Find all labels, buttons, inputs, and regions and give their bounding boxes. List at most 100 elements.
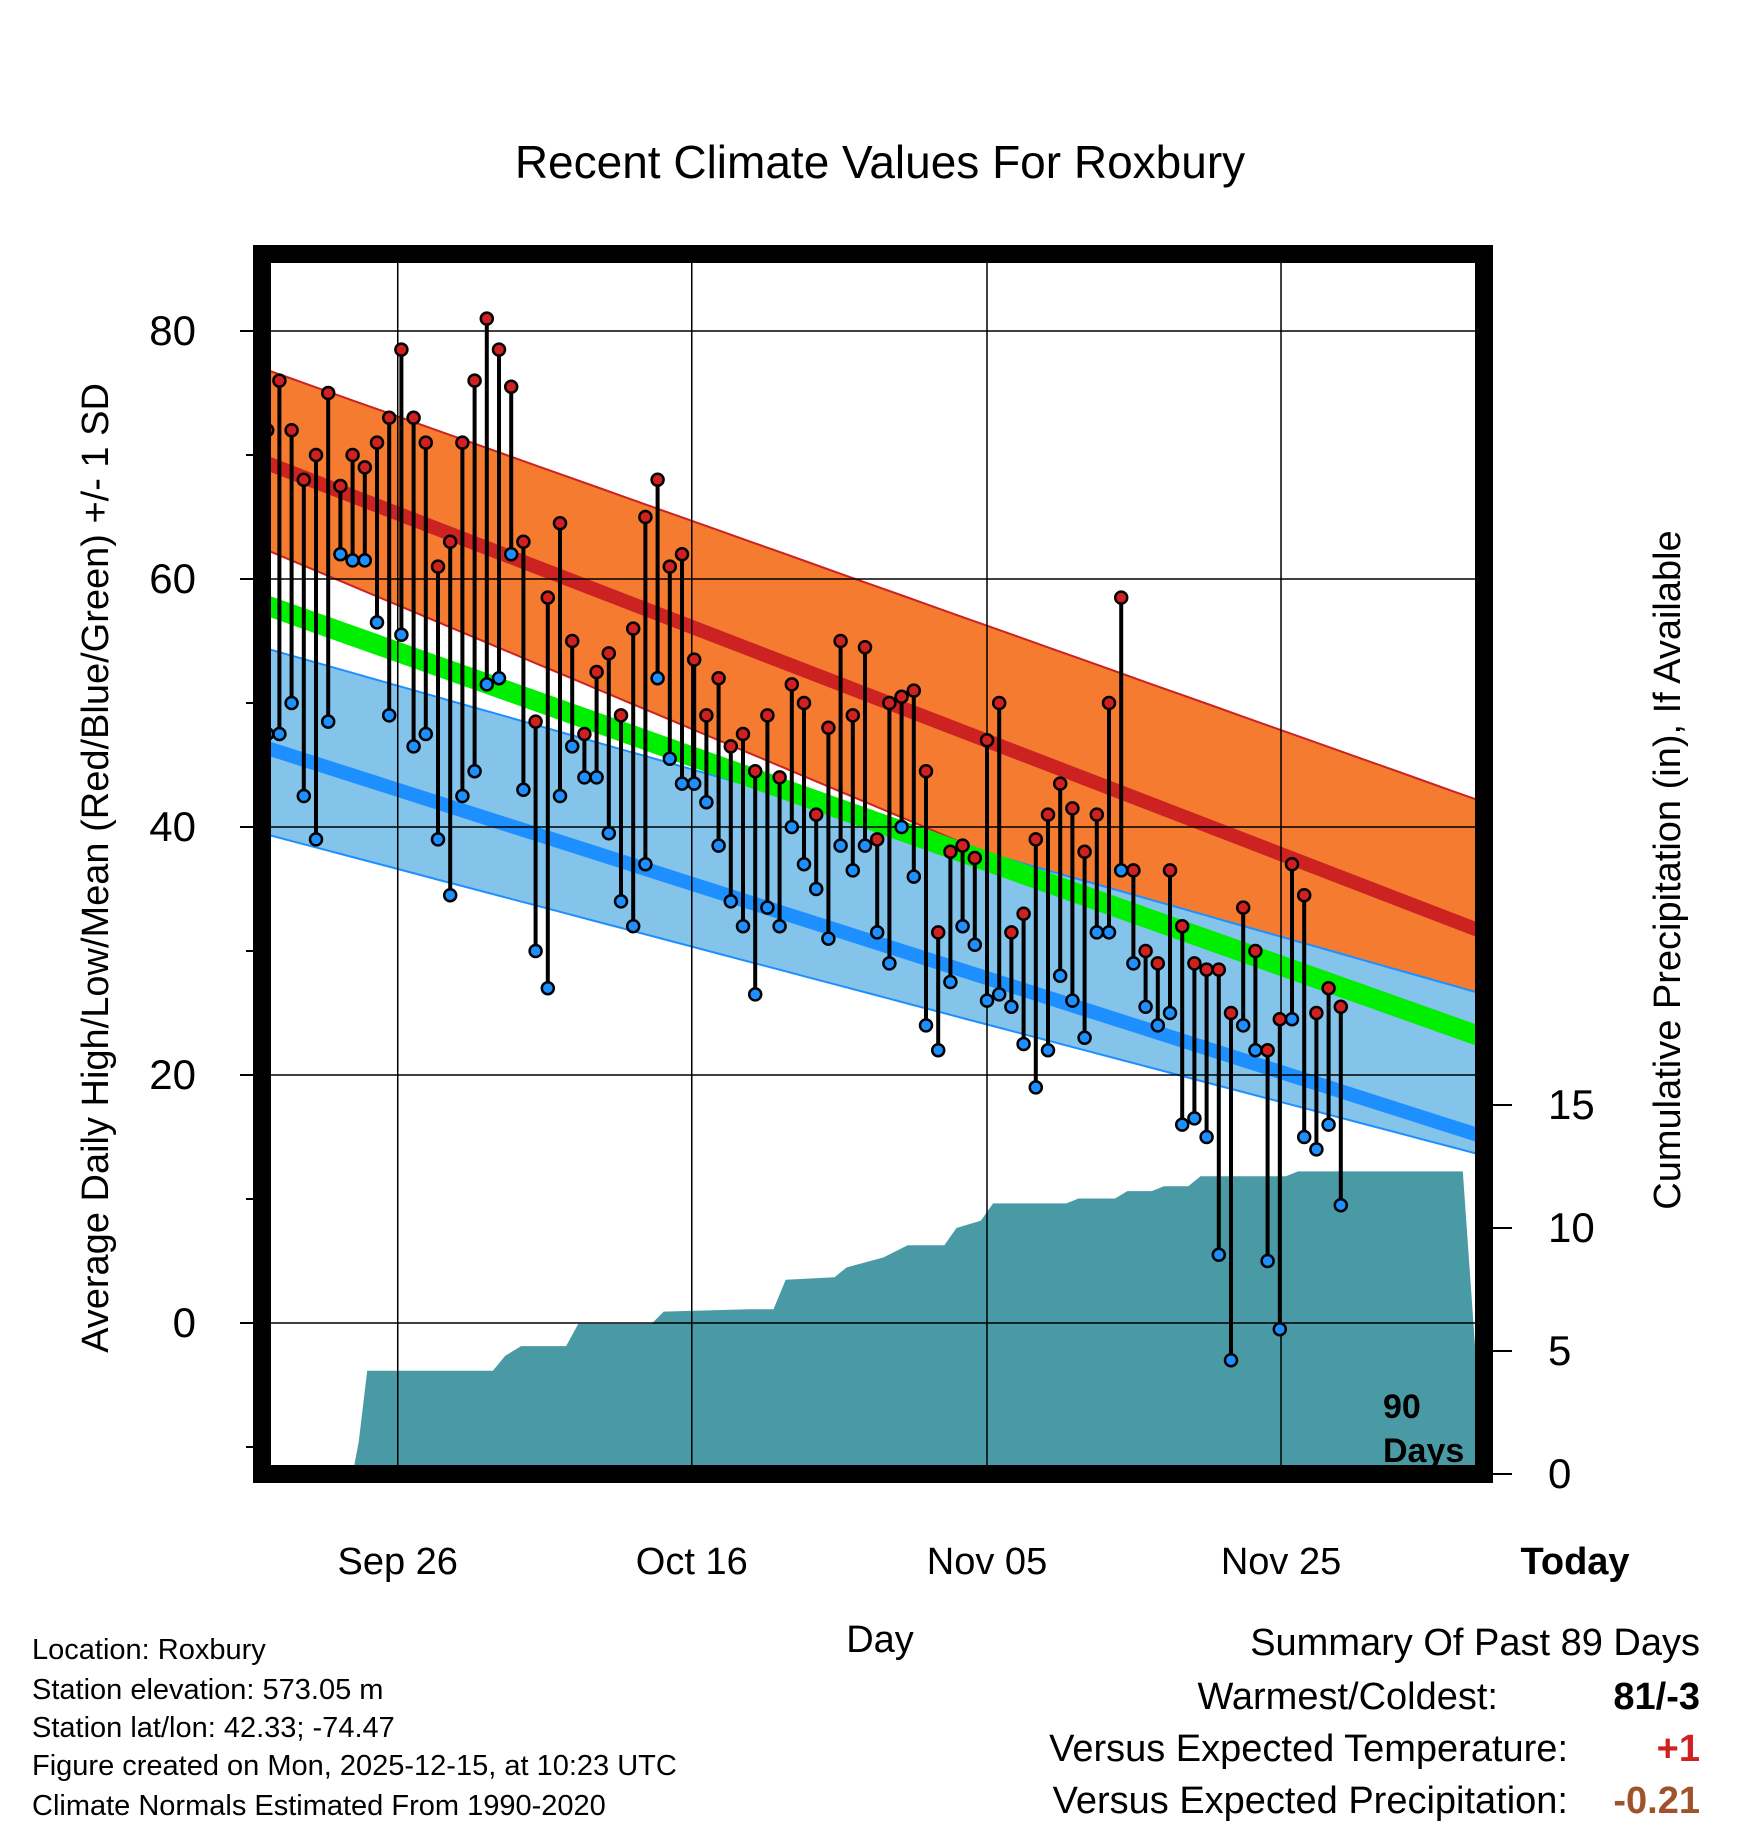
daily-high-point xyxy=(284,422,299,438)
daily-low-point xyxy=(540,980,556,996)
y-tick-label: 80 xyxy=(149,307,196,354)
daily-low-point xyxy=(821,931,836,946)
summary-warmest-value: 81/-3 xyxy=(1613,1676,1700,1718)
daily-high-point xyxy=(625,621,641,636)
daily-high-point xyxy=(1089,807,1105,822)
daily-high-point xyxy=(1016,906,1031,922)
daily-low-point xyxy=(735,918,751,934)
daily-high-point xyxy=(357,460,373,475)
daily-high-point xyxy=(1296,887,1312,903)
daily-high-point xyxy=(1284,856,1300,872)
daily-low-point xyxy=(1309,1142,1324,1157)
daily-high-point xyxy=(991,695,1007,711)
daily-low-point xyxy=(1321,1117,1336,1132)
daily-low-point xyxy=(1028,1080,1044,1095)
daily-high-point xyxy=(1199,962,1214,977)
daily-low-point xyxy=(296,788,312,804)
daily-low-point xyxy=(1126,956,1141,971)
x-tick-label: Oct 16 xyxy=(636,1541,748,1583)
daily-high-point xyxy=(1052,776,1068,791)
y-axis-label: Average Daily High/Low/Mean (Red/Blue/Gr… xyxy=(75,383,117,1353)
daily-low-point xyxy=(345,553,360,568)
daily-low-point xyxy=(1174,1117,1190,1132)
daily-high-point xyxy=(1260,1042,1275,1058)
daily-low-point xyxy=(1223,1352,1239,1368)
y-tick-label: 40 xyxy=(149,803,196,850)
daily-low-point xyxy=(662,751,678,767)
daily-low-point xyxy=(796,856,812,872)
daily-high-point xyxy=(760,708,775,723)
daily-low-point xyxy=(467,763,482,779)
daily-low-point xyxy=(564,739,580,754)
daily-low-point xyxy=(1248,1042,1263,1058)
daily-low-point xyxy=(808,881,824,897)
daily-low-point xyxy=(784,819,800,835)
daily-high-point xyxy=(784,677,800,692)
daily-high-point xyxy=(296,472,312,488)
footer-location: Location: Roxbury xyxy=(32,1634,266,1666)
daily-low-point xyxy=(955,918,970,934)
daily-low-point xyxy=(1211,1247,1227,1263)
daily-high-point xyxy=(589,664,604,680)
daily-low-point xyxy=(699,794,714,810)
daily-low-point xyxy=(418,726,434,742)
daily-low-point xyxy=(1040,1042,1056,1058)
daily-high-point xyxy=(772,770,787,785)
daily-high-point xyxy=(1126,863,1141,878)
daily-low-point xyxy=(723,894,739,909)
summary-title: Summary Of Past 89 Days xyxy=(1250,1622,1700,1664)
daily-high-point xyxy=(1162,863,1178,878)
daily-low-point xyxy=(674,776,690,791)
daily-high-point xyxy=(1272,1011,1288,1027)
x-axis-label: Day xyxy=(846,1619,914,1661)
daily-high-point xyxy=(1077,844,1092,860)
daily-low-point xyxy=(320,714,336,729)
y-tick-label: 0 xyxy=(173,1299,196,1346)
daily-high-point xyxy=(918,763,934,779)
daily-high-point xyxy=(479,311,495,326)
daily-high-point xyxy=(345,447,360,463)
daily-high-point xyxy=(540,590,556,605)
daily-high-point xyxy=(613,708,629,723)
daily-high-point xyxy=(943,844,958,860)
daily-high-point xyxy=(833,633,848,649)
daily-low-point xyxy=(1016,1036,1031,1052)
daily-high-point xyxy=(1211,962,1227,977)
daily-high-point xyxy=(930,925,946,940)
daily-low-point xyxy=(516,782,531,798)
daily-low-point xyxy=(1052,968,1068,984)
daily-low-point xyxy=(747,987,763,1002)
daily-low-point xyxy=(1162,1005,1178,1021)
footer-elevation: Station elevation: 573.05 m xyxy=(32,1674,384,1706)
daily-high-point xyxy=(650,472,665,488)
daily-high-point xyxy=(369,435,385,450)
daily-low-point xyxy=(979,993,995,1008)
daily-high-point xyxy=(1004,925,1019,940)
daily-high-point xyxy=(320,385,336,401)
daily-high-point xyxy=(747,763,763,779)
daily-high-point xyxy=(1174,918,1190,934)
daily-high-point xyxy=(577,726,592,742)
daily-high-point xyxy=(857,639,873,655)
daily-low-point xyxy=(857,838,873,853)
daily-high-point xyxy=(638,509,653,525)
x-tick-label: Nov 05 xyxy=(927,1541,1047,1583)
daily-low-point xyxy=(479,677,495,692)
summary-temp-label: Versus Expected Temperature: xyxy=(1049,1728,1568,1770)
daily-high-point xyxy=(1321,980,1336,996)
daily-low-point xyxy=(638,856,653,872)
daily-low-point xyxy=(833,838,848,853)
daily-high-point xyxy=(272,373,287,388)
footer-latlon: Station lat/lon: 42.33; -74.47 xyxy=(32,1712,395,1744)
high-sd-band xyxy=(262,367,1484,1064)
daily-high-point xyxy=(1028,832,1044,847)
daily-high-point xyxy=(723,739,739,754)
daily-high-point xyxy=(455,435,470,450)
y-tick-label: 60 xyxy=(149,555,196,602)
y2-tick-label: 15 xyxy=(1548,1081,1595,1128)
y-tick-label: 20 xyxy=(149,1051,196,1098)
daily-low-point xyxy=(284,695,299,711)
daily-high-point xyxy=(979,732,995,748)
x-tick-label: Today xyxy=(1520,1541,1629,1583)
